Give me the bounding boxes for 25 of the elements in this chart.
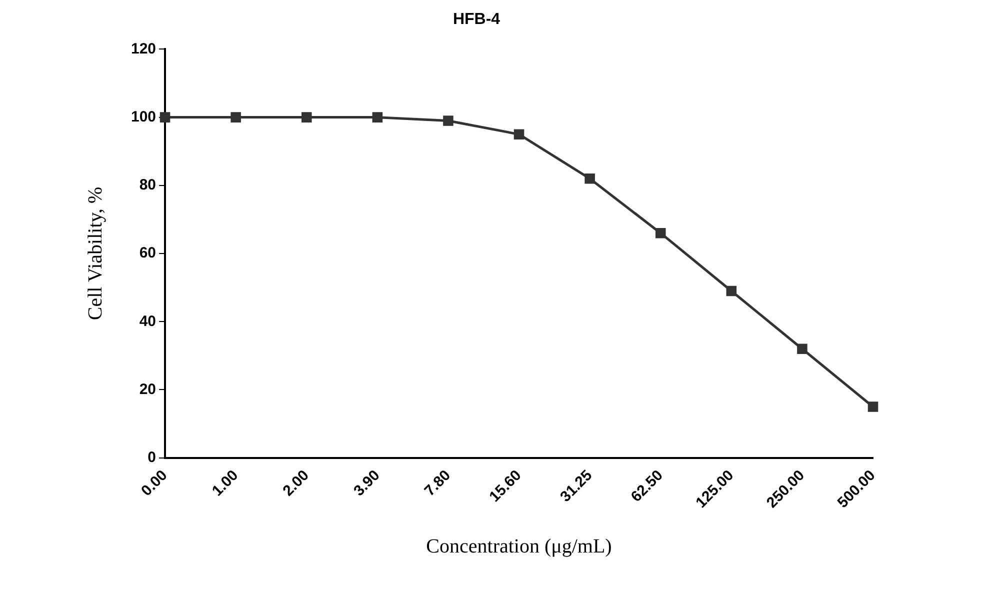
y-tick-label: 60: [139, 244, 156, 262]
x-tick-label: 0.00: [138, 466, 171, 500]
point: [160, 112, 170, 122]
point: [797, 344, 808, 354]
y-tick-label: 20: [139, 380, 156, 398]
y-tick-label: 40: [139, 312, 156, 330]
chart-title: HFB-4: [452, 11, 500, 28]
x-axis-title: Concentration (μg/mL): [426, 535, 612, 558]
y-tick-label: 100: [130, 108, 156, 126]
point: [230, 112, 241, 122]
point: [726, 286, 737, 296]
x-tick-label: 3.90: [350, 466, 384, 500]
point: [514, 129, 524, 140]
point: [301, 112, 312, 122]
y-tick-label: 0: [148, 448, 156, 466]
x-tick-label: 7.80: [421, 466, 454, 500]
x-tick-label: 1.00: [208, 466, 242, 500]
point: [584, 173, 595, 184]
point: [868, 402, 878, 412]
y-axis-title: Cell Viability, %: [84, 186, 106, 320]
point: [443, 116, 454, 126]
y-tick-label: 80: [139, 176, 156, 194]
point: [655, 228, 666, 238]
y-tick-label: 120: [130, 40, 156, 58]
point: [372, 112, 383, 122]
